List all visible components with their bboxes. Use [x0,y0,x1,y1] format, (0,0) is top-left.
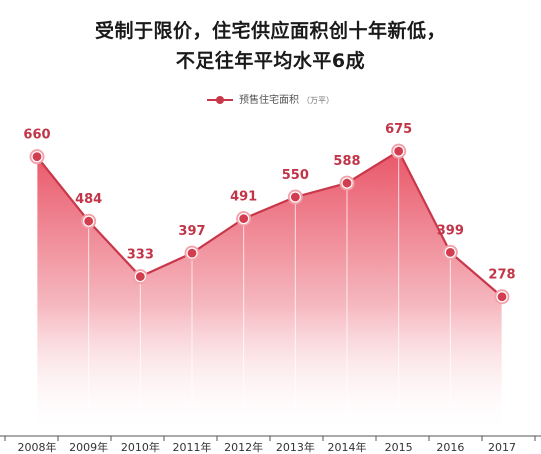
series-line [36,150,503,298]
legend: 预售住宅面积 （万平） [0,91,541,106]
x-tick-label-7: 2015 [385,441,413,454]
area-fill [37,151,502,436]
data-point-5 [289,191,301,203]
chart-title-line-2: 不足往年平均水平6成 [175,50,366,72]
x-tick-label-6: 2014年 [328,440,367,454]
data-label-3: 397 [178,224,205,239]
data-label-2: 333 [127,248,154,263]
x-tick-label-0: 2008年 [18,440,57,454]
data-point-1 [83,215,95,227]
legend-unit: （万平） [302,96,334,105]
data-label-4: 491 [230,190,257,205]
legend-swatch [207,95,233,105]
x-tick-label-8: 2016 [436,441,464,454]
data-point-7 [393,145,405,157]
data-label-7: 675 [385,122,412,137]
x-tick-label-3: 2011年 [173,440,212,454]
data-point-6 [341,177,353,189]
data-label-1: 484 [75,192,102,207]
x-tick-label-4: 2012年 [224,440,263,454]
chart-title-line-1: 受制于限价，住宅供应面积创十年新低， [94,20,446,42]
data-point-9 [496,291,508,303]
data-point-8 [444,246,456,258]
x-tick-label-1: 2009年 [69,440,108,454]
x-tick-label-5: 2013年 [276,440,315,454]
legend-label: 预售住宅面积 [239,95,299,106]
data-label-6: 588 [333,154,360,169]
x-tick-label-9: 2017 [488,441,516,454]
x-tick-label-2: 2010年 [121,440,160,454]
data-label-8: 399 [437,223,464,238]
data-label-0: 660 [23,128,50,143]
data-point-2 [134,270,146,283]
data-point-0 [31,151,43,163]
data-point-4 [238,213,250,225]
data-label-9: 278 [488,268,515,283]
data-label-5: 550 [282,168,309,183]
data-point-3 [186,247,198,259]
